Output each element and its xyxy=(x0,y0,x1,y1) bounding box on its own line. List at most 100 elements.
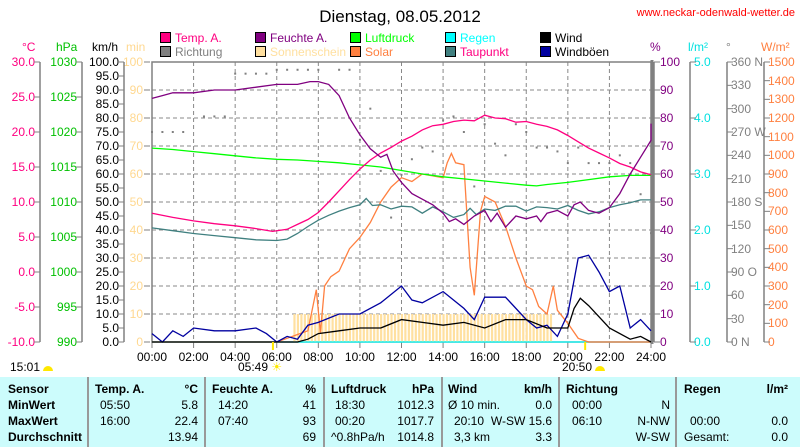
direction-point xyxy=(390,216,393,219)
direction-point xyxy=(223,115,226,118)
legend-item[interactable]: Sonnenschein xyxy=(255,46,346,59)
axis-tick-label-solar: 1200 xyxy=(768,111,795,125)
sunshine-bar xyxy=(508,314,511,342)
sunshine-bar xyxy=(421,314,424,342)
press-max-time: 00:20 xyxy=(335,414,366,428)
row-header-sensor: Sensor xyxy=(8,382,49,396)
moon-time-label: 15:01 xyxy=(10,360,41,374)
hum-min-time: 14:20 xyxy=(218,398,249,412)
legend-item[interactable]: Solar xyxy=(350,46,393,59)
axis-tick-label-rain: 4.0 xyxy=(694,111,711,125)
legend-swatch xyxy=(445,46,456,57)
axis-tick-label-solar: 1400 xyxy=(768,73,795,88)
sunshine-bar xyxy=(321,314,324,342)
hum-avg: 69 xyxy=(302,430,316,444)
legend-label: Regen xyxy=(460,31,496,45)
legend-item[interactable]: Taupunkt xyxy=(445,46,509,59)
moon-time: 15:01 xyxy=(10,360,54,374)
press-min-time: 18:30 xyxy=(335,398,366,412)
legend-item[interactable]: Windböen xyxy=(540,46,609,59)
axis-tick-label-wind: 30.0 xyxy=(95,251,119,265)
axis-tick-label-wind: 90.0 xyxy=(95,83,119,97)
sunshine-bar xyxy=(296,314,300,342)
hum-max-time: 07:40 xyxy=(218,414,249,428)
axis-tick-label-solar: 0 xyxy=(768,335,775,349)
x-tick-label: 10:00 xyxy=(344,350,375,364)
legend-item[interactable]: Richtung xyxy=(160,46,222,59)
axis-tick-label-direction: 60 xyxy=(731,288,745,303)
axis-tick-label-solar: 500 xyxy=(768,241,789,256)
axis-tick-label-humidity: 0 xyxy=(660,335,667,349)
legend-item[interactable]: Feuchte A. xyxy=(255,32,327,45)
axis-unit-humidity: % xyxy=(650,40,661,54)
direction-point xyxy=(202,115,205,118)
rain-r3a: Gesamt: xyxy=(684,430,730,444)
direction-point xyxy=(306,68,309,71)
sunshine-bar xyxy=(400,314,404,342)
axis-unit-rain: l/m² xyxy=(688,40,708,54)
sunshine-bar xyxy=(338,314,341,342)
dir-r3b: W-SW xyxy=(635,430,670,444)
direction-point xyxy=(608,162,611,165)
axis-tick-label-humidity: 10 xyxy=(660,307,674,321)
wind-r3a: 3,3 km xyxy=(454,430,491,444)
x-tick-label: 02:00 xyxy=(178,350,209,364)
sunshine-bar xyxy=(532,314,535,342)
axis-tick-label-pressure: 1025 xyxy=(50,90,77,104)
legend-swatch xyxy=(255,46,266,57)
chart-plot xyxy=(34,60,770,350)
axis-tick-label-direction: 180 S xyxy=(731,195,763,209)
legend-label: Luftdruck xyxy=(365,31,415,45)
axis-tick-label-rain: 2.0 xyxy=(694,223,711,237)
sun-icon: ☀ xyxy=(271,360,283,374)
axis-tick-label-humidity: 80 xyxy=(660,111,674,125)
sunshine-bar xyxy=(407,314,410,342)
direction-point xyxy=(358,138,361,141)
legend-item[interactable]: Regen xyxy=(445,32,495,45)
sunshine-bar xyxy=(459,314,462,342)
axis-tick-label-wind: 45.0 xyxy=(95,209,119,223)
sunrise-time: 05:49 ☀ xyxy=(238,361,282,374)
axis-tick-label-temp: 30.0 xyxy=(11,55,35,69)
axis-tick-label-direction: 360 N xyxy=(731,55,764,69)
axis-tick-label-rain: 1.0 xyxy=(694,279,711,293)
wind-r2a: 20:10 xyxy=(454,414,485,428)
sunrise-label: 05:49 xyxy=(238,360,269,374)
axis-tick-label-wind: 80.0 xyxy=(95,111,119,125)
x-tick-label: 06:00 xyxy=(261,350,292,364)
legend-item[interactable]: Luftdruck xyxy=(350,32,414,45)
axis-tick-label-sun: 60 xyxy=(129,167,143,181)
axis-tick-label-sun: 100 xyxy=(122,55,143,69)
axis-tick-label-pressure: 1005 xyxy=(50,230,77,244)
website-link[interactable]: www.neckar-odenwald-wetter.de xyxy=(636,7,795,19)
axis-tick-label-temp: 10.0 xyxy=(11,195,35,209)
direction-point xyxy=(650,232,652,235)
axis-tick-label-solar: 200 xyxy=(768,297,789,312)
axis-unit-temp: °C xyxy=(22,40,36,54)
direction-point xyxy=(587,162,590,165)
legend-item[interactable]: Temp. A. xyxy=(160,32,222,45)
direction-point xyxy=(286,68,289,71)
axis-tick-label-pressure: 1015 xyxy=(50,160,77,174)
chart-title: Dienstag, 08.05.2012 xyxy=(319,7,481,26)
sunshine-bar xyxy=(525,314,528,342)
axis-tick-label-pressure: 1020 xyxy=(50,125,77,139)
sunshine-bar xyxy=(497,314,501,342)
sunshine-bar xyxy=(542,314,546,342)
sunshine-bar xyxy=(293,314,296,342)
wind-r1a: Ø 10 min. xyxy=(448,398,501,412)
rain-r2b: 0.0 xyxy=(771,414,788,428)
press-max: 1017.7 xyxy=(397,414,434,428)
sunshine-bar xyxy=(418,314,421,342)
sunshine-bar xyxy=(490,314,494,342)
axis-tick-label-rain: 3.0 xyxy=(694,167,711,181)
sunshine-bar xyxy=(438,314,442,342)
direction-point xyxy=(504,154,507,157)
axis-tick-label-solar: 300 xyxy=(768,279,789,293)
press-trend: ^0.8hPa/h xyxy=(331,430,385,444)
axis-tick-label-humidity: 40 xyxy=(660,223,674,237)
legend-swatch xyxy=(540,46,551,57)
sunshine-bar xyxy=(324,314,327,342)
legend-item[interactable]: Wind xyxy=(540,32,582,45)
